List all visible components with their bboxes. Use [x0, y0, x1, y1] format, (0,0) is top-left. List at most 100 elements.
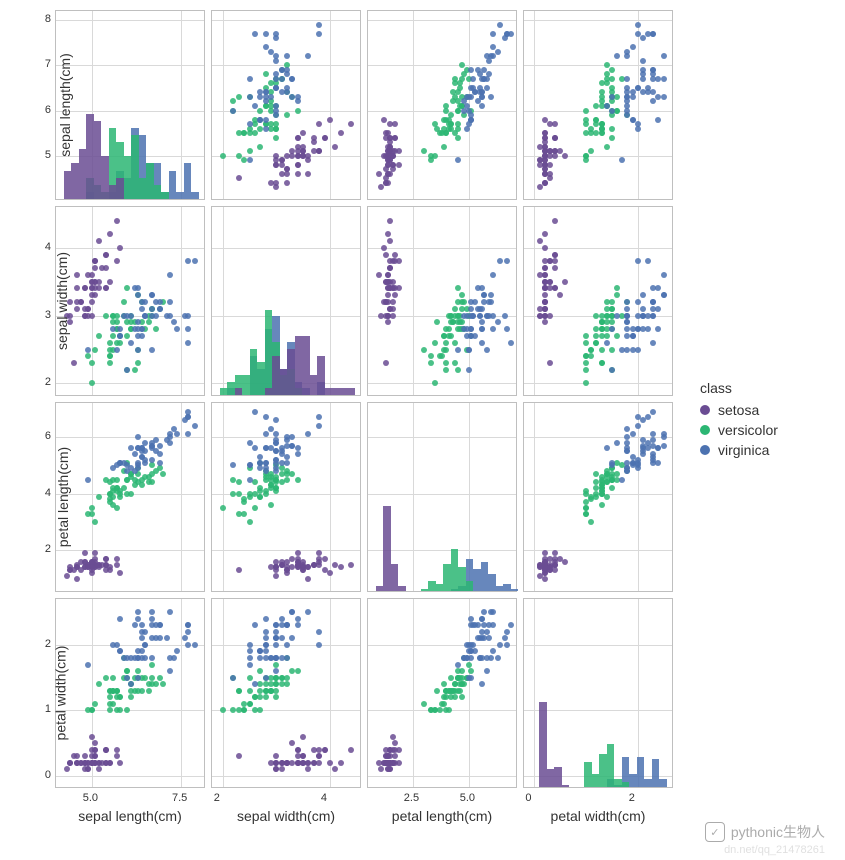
scatter-dot: [452, 360, 458, 366]
scatter-dot: [630, 326, 636, 332]
scatter-dot: [284, 454, 290, 460]
scatter-dot: [542, 292, 548, 298]
scatter-dot: [593, 103, 599, 109]
scatter-dot: [385, 292, 391, 298]
scatter-dot: [468, 668, 474, 674]
scatter-dot: [252, 409, 258, 415]
scatter-dot: [107, 694, 113, 700]
scatter-dot: [107, 567, 113, 573]
scatter-dot: [114, 258, 120, 264]
scatter-dot: [247, 655, 253, 661]
scatter-dot: [289, 471, 295, 477]
scatter-dot: [85, 662, 91, 668]
hist-bar: [139, 178, 147, 199]
scatter-dot: [273, 474, 279, 480]
watermark-url: dn.net/qq_21478261: [724, 844, 825, 856]
hist-bar: [332, 388, 340, 395]
scatter-dot: [241, 511, 247, 517]
hist-bar: [257, 362, 265, 395]
scatter-dot: [484, 53, 490, 59]
scatter-dot: [96, 766, 102, 772]
scatter-dot: [284, 460, 290, 466]
scatter-dot: [542, 576, 548, 582]
scatter-dot: [185, 258, 191, 264]
hist-bar: [644, 779, 652, 787]
hist-bar: [607, 744, 615, 787]
scatter-dot: [96, 238, 102, 244]
scatter-dot: [92, 347, 98, 353]
scatter-dot: [630, 462, 636, 468]
scatter-dot: [92, 701, 98, 707]
scatter-dot: [300, 130, 306, 136]
scatter-dot: [92, 519, 98, 525]
hist-bar: [131, 135, 139, 199]
scatter-dot: [661, 53, 667, 59]
scatter-dot: [289, 443, 295, 449]
hist-bar: [325, 388, 333, 395]
scatter-dot: [135, 347, 141, 353]
scatter-dot: [132, 482, 138, 488]
scatter-dot: [455, 367, 461, 373]
scatter-dot: [167, 668, 173, 674]
y-tick-label: 6: [45, 430, 51, 442]
scatter-dot: [167, 609, 173, 615]
scatter-dot: [316, 423, 322, 429]
scatter-dot: [459, 292, 465, 298]
scatter-dot: [284, 171, 290, 177]
x-tick-label: 0: [525, 792, 531, 804]
scatter-dot: [448, 333, 454, 339]
scatter-dot: [443, 103, 449, 109]
scatter-dot: [635, 313, 641, 319]
scatter-dot: [457, 681, 463, 687]
scatter-dot: [385, 272, 391, 278]
hist-bar: [191, 192, 199, 199]
scatter-dot: [434, 319, 440, 325]
scatter-dot: [230, 675, 236, 681]
scatter-dot: [432, 380, 438, 386]
scatter-dot: [661, 431, 667, 437]
scatter-dot: [650, 31, 656, 37]
hist-bar: [79, 149, 87, 199]
scatter-dot: [468, 112, 474, 118]
scatter-dot: [455, 347, 461, 353]
scatter-dot: [273, 440, 279, 446]
scatter-dot: [376, 171, 382, 177]
scatter-dot: [284, 53, 290, 59]
scatter-dot: [247, 462, 253, 468]
scatter-dot: [149, 443, 155, 449]
scatter-dot: [114, 688, 120, 694]
scatter-dot: [174, 326, 180, 332]
scatter-dot: [236, 688, 242, 694]
scatter-dot: [583, 360, 589, 366]
x-tick-label: 5.0: [460, 792, 475, 804]
pairplot-grid: 5678sepal length(cm)234sepal width(cm)24…: [55, 10, 675, 800]
y-tick-label: 2: [45, 543, 51, 555]
scatter-dot: [547, 360, 553, 366]
scatter-dot: [263, 635, 269, 641]
scatter-dot: [236, 707, 242, 713]
scatter-dot: [114, 488, 120, 494]
scatter-dot: [609, 347, 615, 353]
scatter-dot: [149, 306, 155, 312]
scatter-dot: [609, 367, 615, 373]
scatter-dot: [338, 564, 344, 570]
scatter-dot: [383, 130, 389, 136]
scatter-dot: [247, 477, 253, 483]
scatter-dot: [468, 326, 474, 332]
scatter-dot: [475, 635, 481, 641]
scatter-dot: [257, 648, 263, 654]
scatter-dot: [71, 360, 77, 366]
scatter-dot: [295, 477, 301, 483]
x-tick-label: 5.0: [83, 792, 98, 804]
scatter-dot: [441, 144, 447, 150]
scatter-dot: [279, 76, 285, 82]
scatter-dot: [268, 502, 274, 508]
scatter-dot: [661, 272, 667, 278]
hist-bar: [428, 581, 436, 591]
scatter-dot: [92, 265, 98, 271]
scatter-dot: [295, 451, 301, 457]
scatter-dot: [490, 609, 496, 615]
scatter-dot: [542, 153, 548, 159]
scatter-dot: [305, 171, 311, 177]
scatter-dot: [583, 353, 589, 359]
